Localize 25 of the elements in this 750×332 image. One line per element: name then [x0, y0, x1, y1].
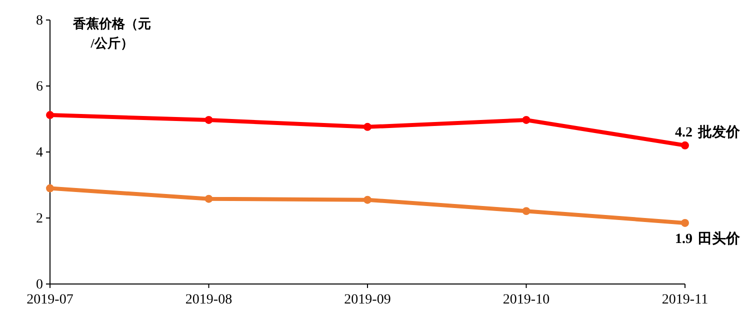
point [46, 111, 54, 120]
y-tick-label: 4 [36, 145, 43, 160]
point [522, 207, 530, 216]
y-tick-label: 6 [36, 79, 43, 94]
y-tick-label: 0 [36, 277, 43, 292]
x-tick-label: 2019-11 [662, 292, 708, 308]
point [364, 122, 372, 131]
series-label: 田头价 [698, 230, 742, 247]
point [204, 194, 213, 203]
series-label: 批发价 [697, 124, 742, 140]
point [522, 116, 530, 124]
point [681, 218, 689, 227]
y-axis-title: 香蕉价格（元/公斤） [72, 16, 151, 50]
y-tick-label: 2 [36, 211, 43, 226]
point [681, 141, 689, 150]
point [364, 196, 372, 204]
point [204, 116, 213, 124]
x-tick-label: 2019-10 [502, 292, 550, 308]
data-label: 4.2 [675, 125, 692, 140]
x-tick-label: 2019-07 [26, 292, 74, 308]
x-tick-label: 2019-08 [185, 292, 232, 308]
data-label: 1.9 [675, 232, 692, 247]
y-tick-label: 8 [36, 13, 43, 28]
x-tick-label: 2019-09 [344, 292, 391, 308]
point [46, 184, 54, 192]
